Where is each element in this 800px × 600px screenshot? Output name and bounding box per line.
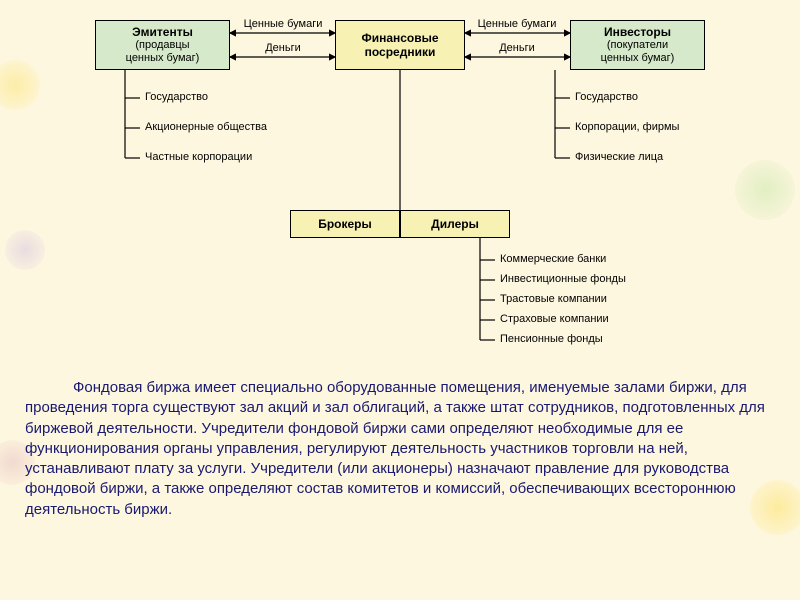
branch-item: Корпорации, фирмы bbox=[575, 121, 679, 133]
box-sub: (покупателиценных бумаг) bbox=[601, 39, 675, 65]
branch-item: Акционерные общества bbox=[145, 121, 267, 133]
branch-item: Физические лица bbox=[575, 151, 663, 163]
body-paragraph: Фондовая биржа имеет специально оборудов… bbox=[25, 378, 775, 520]
bg-flower bbox=[0, 60, 40, 110]
box-title: Инвесторы bbox=[604, 25, 671, 39]
branch-item: Пенсионные фонды bbox=[500, 333, 603, 345]
box-title: Дилеры bbox=[431, 217, 479, 231]
arrow-label-money: Деньги bbox=[258, 42, 308, 54]
paragraph-text: Фондовая биржа имеет специально оборудов… bbox=[25, 379, 765, 518]
branch-item: Коммерческие банки bbox=[500, 253, 606, 265]
branch-item: Страховые компании bbox=[500, 313, 609, 325]
arrow-label-money: Деньги bbox=[492, 42, 542, 54]
arrow-label-securities: Ценные бумаги bbox=[472, 18, 562, 30]
branch-item: Трастовые компании bbox=[500, 293, 607, 305]
branch-item: Государство bbox=[575, 91, 638, 103]
box-intermediaries: Финансовыепосредники bbox=[335, 20, 465, 70]
box-sub: (продавцыценных бумаг) bbox=[126, 39, 200, 65]
arrow-label-securities: Ценные бумаги bbox=[238, 18, 328, 30]
bg-flower bbox=[735, 160, 795, 220]
box-title: Финансовыепосредники bbox=[361, 31, 438, 60]
branch-item: Государство bbox=[145, 91, 208, 103]
box-emitters: Эмитенты (продавцыценных бумаг) bbox=[95, 20, 230, 70]
box-dealers: Дилеры bbox=[400, 210, 510, 238]
box-brokers: Брокеры bbox=[290, 210, 400, 238]
box-title: Эмитенты bbox=[132, 25, 193, 39]
box-investors: Инвесторы (покупателиценных бумаг) bbox=[570, 20, 705, 70]
bg-flower bbox=[5, 230, 45, 270]
box-title: Брокеры bbox=[318, 217, 372, 231]
branch-item: Частные корпорации bbox=[145, 151, 252, 163]
branch-item: Инвестиционные фонды bbox=[500, 273, 626, 285]
